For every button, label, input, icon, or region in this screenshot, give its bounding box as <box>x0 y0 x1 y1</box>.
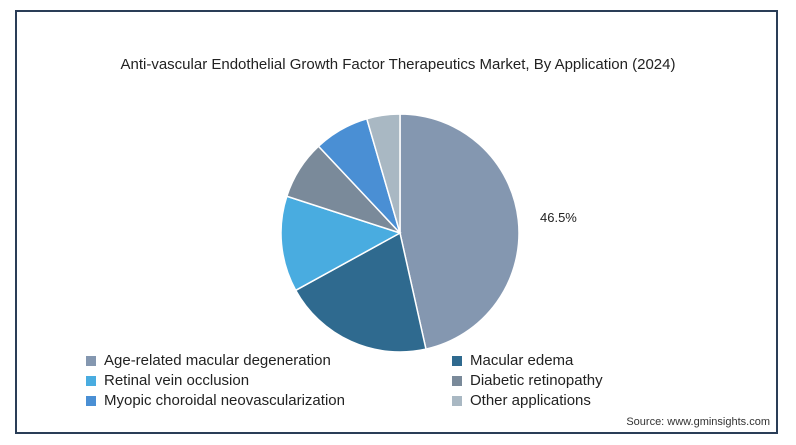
legend-item: Age-related macular degeneration <box>86 352 331 369</box>
legend-item: Other applications <box>452 392 591 409</box>
pie-slice-1 <box>294 231 427 353</box>
legend-label: Myopic choroidal neovascularization <box>104 392 345 409</box>
legend-label: Macular edema <box>470 352 574 369</box>
pie-slice-0 <box>399 113 520 351</box>
legend-swatch <box>86 375 96 386</box>
legend-item: Retinal vein occlusion <box>86 372 249 389</box>
legend-swatch <box>452 355 462 366</box>
legend-swatch <box>86 355 96 366</box>
legend-label: Retinal vein occlusion <box>104 372 250 389</box>
legend-label: Diabetic retinopathy <box>470 372 603 389</box>
legend-swatch <box>452 375 462 386</box>
legend-item: Diabetic retinopathy <box>452 372 603 389</box>
pie-slice-5 <box>365 113 401 234</box>
data-label-amd: 46.5% <box>540 210 577 225</box>
legend-label: Age-related macular degeneration <box>104 352 331 369</box>
pie-slice-2 <box>280 195 402 292</box>
legend-swatch <box>452 395 462 406</box>
legend-label: Other applications <box>470 392 591 409</box>
legend-swatch <box>86 395 96 406</box>
legend-item: Myopic choroidal neovascularization <box>86 392 345 409</box>
chart-title: Anti-vascular Endothelial Growth Factor … <box>120 56 676 73</box>
source-note: Source: www.gminsights.com <box>626 416 770 428</box>
legend-item: Macular edema <box>452 352 573 369</box>
